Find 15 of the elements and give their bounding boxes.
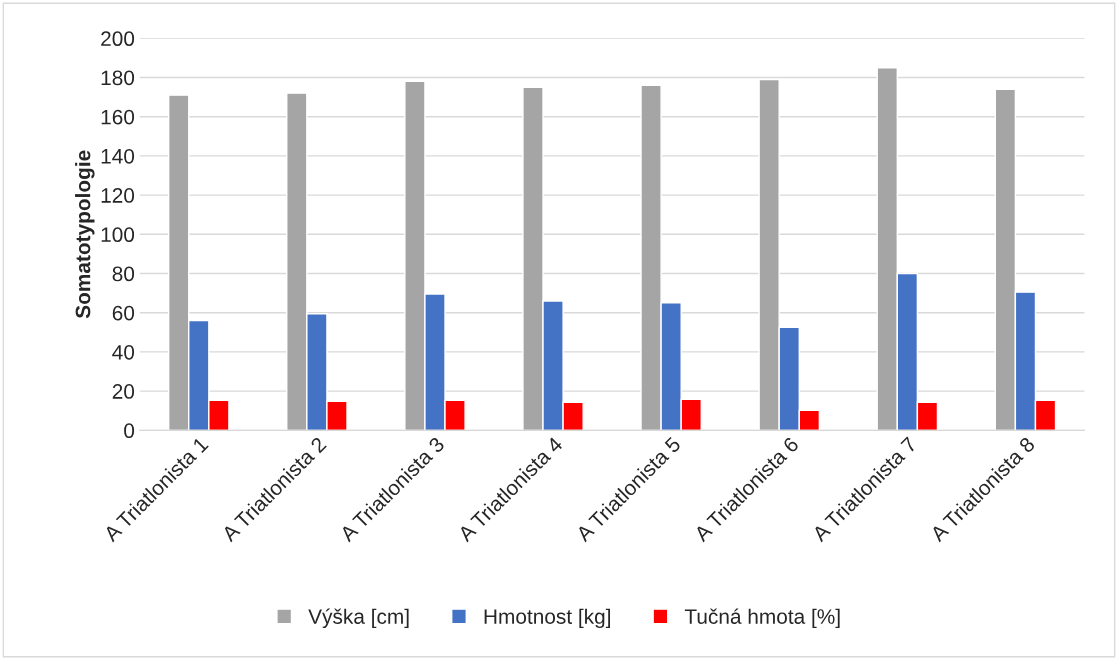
- y-axis-title: Somatotypologie: [75, 150, 95, 319]
- y-tick-label: 160: [101, 109, 135, 125]
- y-tick-label: 180: [101, 70, 135, 86]
- y-tick-label: 20: [112, 384, 135, 399]
- y-tick-label: 60: [112, 305, 135, 321]
- y-tick-label: 80: [112, 266, 135, 282]
- y-tick-label: 40: [112, 344, 135, 360]
- y-tick-label: 200: [101, 31, 135, 47]
- y-tick-label: 0: [124, 423, 135, 439]
- y-tick-label: 120: [101, 188, 135, 203]
- legend-label: Tučná hmota [%]: [684, 608, 840, 629]
- legend-label: Hmotnost [kg]: [484, 608, 610, 629]
- legend-label: Výška [cm]: [308, 608, 409, 629]
- y-tick-label: 140: [101, 148, 135, 164]
- y-tick-label: 100: [101, 227, 135, 243]
